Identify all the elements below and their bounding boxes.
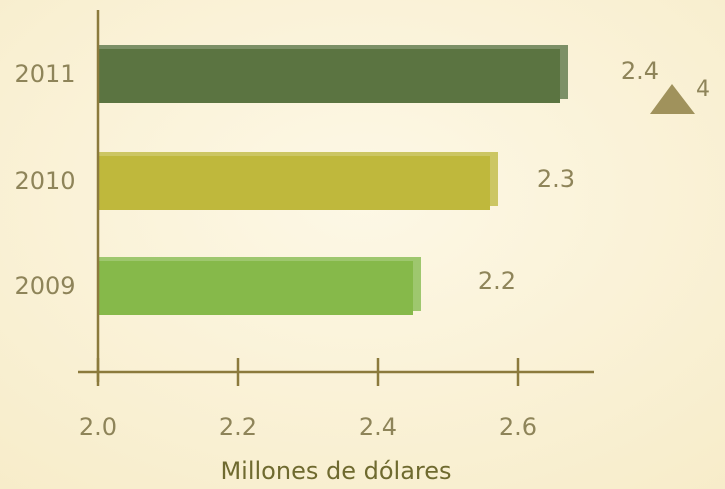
up-triangle [650, 84, 695, 114]
annotation: 2.4 [621, 57, 659, 85]
y-tick-label: 2009 [14, 272, 75, 300]
x-tick-label: 2.2 [219, 413, 257, 441]
x-axis-label: Millones de dólares [220, 457, 451, 485]
annotation: 4 [696, 77, 710, 102]
y-tick-label: 2010 [14, 167, 75, 195]
annotation: 2.3 [537, 165, 575, 193]
y-tick-label: 2011 [14, 60, 75, 88]
x-tick-label: 2.0 [79, 413, 117, 441]
x-tick-label: 2.6 [499, 413, 537, 441]
annotation: 2.2 [478, 267, 516, 295]
bar [98, 49, 560, 103]
bar [98, 261, 413, 315]
bar [98, 156, 490, 210]
x-tick-label: 2.4 [359, 413, 397, 441]
